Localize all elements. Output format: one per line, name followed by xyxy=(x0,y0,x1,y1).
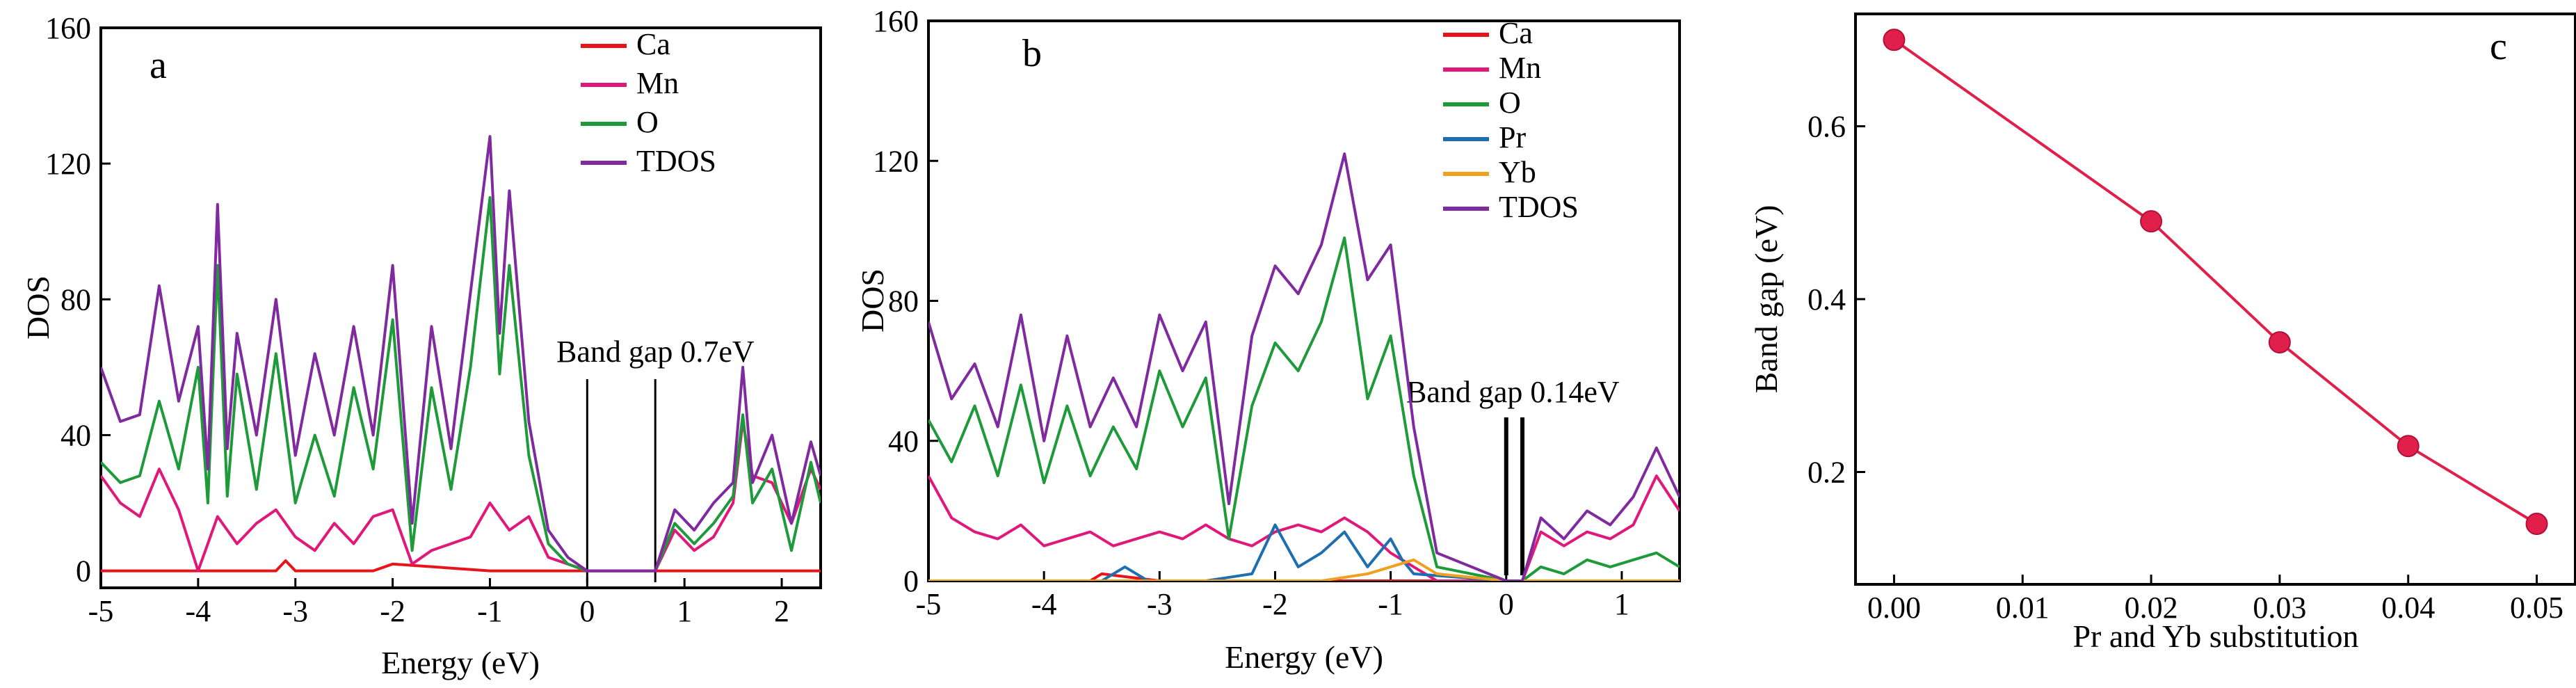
y-tick-label: 120 xyxy=(45,147,91,181)
x-tick-label: -4 xyxy=(1031,587,1057,621)
series-line-o xyxy=(928,236,1680,581)
panel-a-legend: Ca Mn O TDOS xyxy=(581,27,716,178)
x-tick-label: -3 xyxy=(282,594,308,628)
legend-label-yb: Yb xyxy=(1499,155,1536,189)
y-tick-label: 80 xyxy=(888,285,919,319)
y-tick-label: 160 xyxy=(45,11,91,45)
y-tick-label: 0 xyxy=(76,554,91,589)
y-tick-label: 0.6 xyxy=(1808,110,1846,144)
legend-label-tdos: TDOS xyxy=(636,144,716,178)
panel-a-plot xyxy=(101,135,821,582)
series-line-tdos xyxy=(101,135,821,573)
x-tick-label: -4 xyxy=(186,594,211,628)
x-tick-label: 0.03 xyxy=(2253,591,2306,625)
panel-b-ylabel: DOS xyxy=(855,269,890,333)
x-tick-label: -5 xyxy=(88,594,114,628)
legend-label-ca: Ca xyxy=(1499,16,1533,50)
y-tick-label: 0.4 xyxy=(1808,282,1846,317)
panel-a-letter: a xyxy=(150,44,167,87)
panel-c-frame xyxy=(1854,13,2576,586)
series-line-band-gap xyxy=(1893,38,2538,525)
x-tick-label: -1 xyxy=(1378,587,1403,621)
x-tick-label: 0.01 xyxy=(1996,591,2050,625)
series-line-tdos xyxy=(928,152,1680,581)
panel-a-annotation: Band gap 0.7eV xyxy=(556,335,755,369)
x-tick-label: 0.00 xyxy=(1867,591,1921,625)
x-tick-label: 1 xyxy=(677,594,692,628)
x-tick-label: 0.02 xyxy=(2125,591,2178,625)
panel-b-ticks: -5 -4 -3 -2 -1 0 1 0 40 80 120 160 xyxy=(873,4,1629,621)
y-tick-label: 80 xyxy=(61,282,91,317)
panel-b: b DOS Energy (eV) Band gap 0.14eV -5 -4 -3… xyxy=(855,4,1681,675)
panel-c: c Band gap (eV) Pr and Yb substitution 0… xyxy=(1748,13,2576,654)
y-tick-label: 0 xyxy=(903,564,919,598)
y-tick-label: 160 xyxy=(873,4,919,38)
x-tick-label: 0.04 xyxy=(2381,591,2435,625)
data-point xyxy=(1883,29,1906,51)
legend-label-pr: Pr xyxy=(1499,120,1526,154)
panel-c-xlabel: Pr and Yb substitution xyxy=(2072,618,2358,654)
x-tick-label: 0 xyxy=(1499,587,1514,621)
panel-a-xlabel: Energy (eV) xyxy=(381,645,540,680)
x-tick-label: 0 xyxy=(579,594,595,628)
panel-a-frame xyxy=(99,26,822,589)
panel-c-plot xyxy=(1883,29,2548,536)
data-point xyxy=(2397,435,2420,458)
x-tick-label: -2 xyxy=(1262,587,1288,621)
series-line-ca xyxy=(101,559,821,573)
panel-c-ylabel: Band gap (eV) xyxy=(1748,205,1784,394)
x-tick-label: -2 xyxy=(380,594,405,628)
x-tick-label: 0.05 xyxy=(2510,591,2563,625)
legend-label-o: O xyxy=(1499,86,1521,120)
x-tick-label: -5 xyxy=(916,587,942,621)
data-point xyxy=(2268,331,2291,354)
panel-b-frame xyxy=(927,19,1681,582)
data-point xyxy=(2140,210,2163,233)
panel-b-plot xyxy=(928,152,1680,581)
series-line-pr xyxy=(928,523,1680,581)
y-tick-label: 120 xyxy=(873,144,919,178)
x-tick-label: -3 xyxy=(1147,587,1173,621)
y-tick-label: 40 xyxy=(888,424,919,458)
panel-a-ylabel: DOS xyxy=(20,275,56,339)
legend-label-mn: Mn xyxy=(636,66,679,100)
panel-c-letter: c xyxy=(2490,25,2507,68)
x-tick-label: -1 xyxy=(477,594,503,628)
legend-label-tdos: TDOS xyxy=(1499,190,1579,224)
panel-a: a DOS Energy (eV) Band gap 0.7eV -5 -4 -3 -… xyxy=(20,11,822,680)
legend-label-mn: Mn xyxy=(1499,51,1541,85)
x-tick-label: 1 xyxy=(1614,587,1629,621)
panel-b-annotation: Band gap 0.14eV xyxy=(1406,375,1620,409)
series-line-mn xyxy=(101,419,821,573)
panel-c-ticks: 0.00 0.01 0.02 0.03 0.04 0.05 0.2 0.4 0.6 xyxy=(1808,110,2563,625)
series-line-mn xyxy=(928,474,1680,581)
x-tick-label: 2 xyxy=(774,594,789,628)
series-line-yb xyxy=(928,558,1680,581)
legend-label-ca: Ca xyxy=(636,27,670,61)
panel-b-xlabel: Energy (eV) xyxy=(1225,639,1383,675)
y-tick-label: 40 xyxy=(61,418,91,452)
y-tick-label: 0.2 xyxy=(1808,455,1846,489)
data-point xyxy=(2525,513,2548,536)
series-line-o xyxy=(101,195,821,573)
legend-label-o: O xyxy=(636,105,659,139)
panel-b-letter: b xyxy=(1022,32,1042,75)
